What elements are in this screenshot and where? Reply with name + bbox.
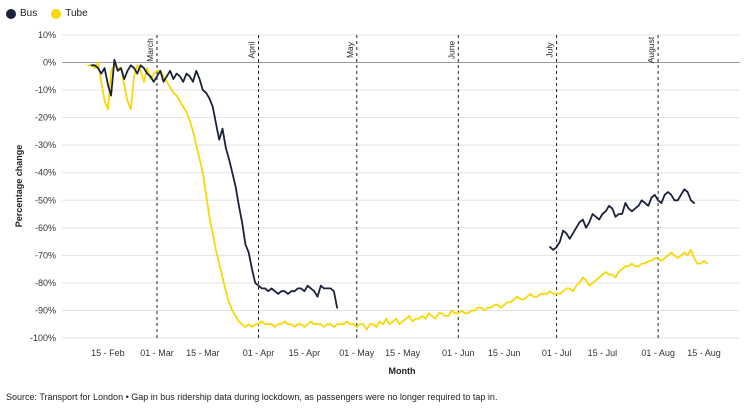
month-annotation: March (145, 38, 155, 62)
y-axis-label: Percentage change (14, 145, 24, 228)
y-tick-label: 0% (43, 58, 56, 68)
legend-label-bus: Bus (20, 8, 38, 19)
x-tick-label: 15 - May (385, 348, 421, 358)
y-tick-label: -60% (35, 223, 56, 233)
x-tick-label: 15 - Mar (186, 348, 220, 358)
month-marker-lines (156, 35, 659, 338)
legend-item-bus[interactable]: Bus (6, 8, 37, 19)
legend-swatch-bus (6, 8, 16, 19)
legend: Bus Tube (6, 8, 88, 19)
month-annotation: August (646, 36, 656, 63)
series-line-tube (87, 61, 709, 331)
x-tick-label: 01 - Apr (243, 348, 275, 358)
series-line-bus (90, 58, 339, 309)
month-annotation: July (545, 42, 555, 58)
series-line-bus (549, 188, 695, 251)
month-annotation: April (247, 41, 257, 58)
y-tick-label: -30% (35, 140, 56, 150)
y-tick-label: -90% (35, 305, 56, 315)
series-lines (87, 58, 709, 331)
x-tick-label: 01 - Mar (140, 348, 174, 358)
legend-label-tube: Tube (65, 8, 88, 19)
y-tick-label: -80% (35, 278, 56, 288)
x-axis-label: Month (389, 366, 416, 376)
x-tick-label: 15 - Feb (91, 348, 125, 358)
legend-swatch-tube (51, 8, 62, 19)
x-tick-label: 01 - May (339, 348, 375, 358)
y-tick-label: -100% (30, 333, 56, 343)
gridlines (62, 34, 740, 339)
legend-item-tube[interactable]: Tube (51, 8, 88, 19)
x-tick-label: 15 - Aug (687, 348, 721, 358)
x-tick-label: 15 - Apr (289, 348, 321, 358)
x-tick-label: 15 - Jun (488, 348, 521, 358)
y-tick-label: -10% (35, 85, 56, 95)
y-tick-label: -40% (35, 168, 56, 178)
month-annotation: May (345, 41, 355, 58)
y-tick-label: -50% (35, 195, 56, 205)
x-tick-label: 15 - Jul (588, 348, 618, 358)
x-tick-label: 01 - Aug (641, 348, 675, 358)
month-annotations: March April May June July August (145, 36, 656, 63)
y-tick-label: 10% (38, 30, 56, 40)
source-note: Source: Transport for London • Gap in bu… (6, 392, 498, 402)
x-tick-label: 01 - Jul (542, 348, 572, 358)
y-tick-label: -20% (35, 113, 56, 123)
x-axis-ticks: 15 - Feb 01 - Mar 15 - Mar 01 - Apr 15 - Apr… (91, 348, 721, 358)
x-tick-label: 01 - Jun (442, 348, 475, 358)
y-axis-ticks: 10% 0% -10% -20% -30% -40% -50% -60% -70% -80% -90… (30, 30, 56, 343)
month-annotation: June (446, 41, 456, 60)
y-tick-label: -70% (35, 250, 56, 260)
